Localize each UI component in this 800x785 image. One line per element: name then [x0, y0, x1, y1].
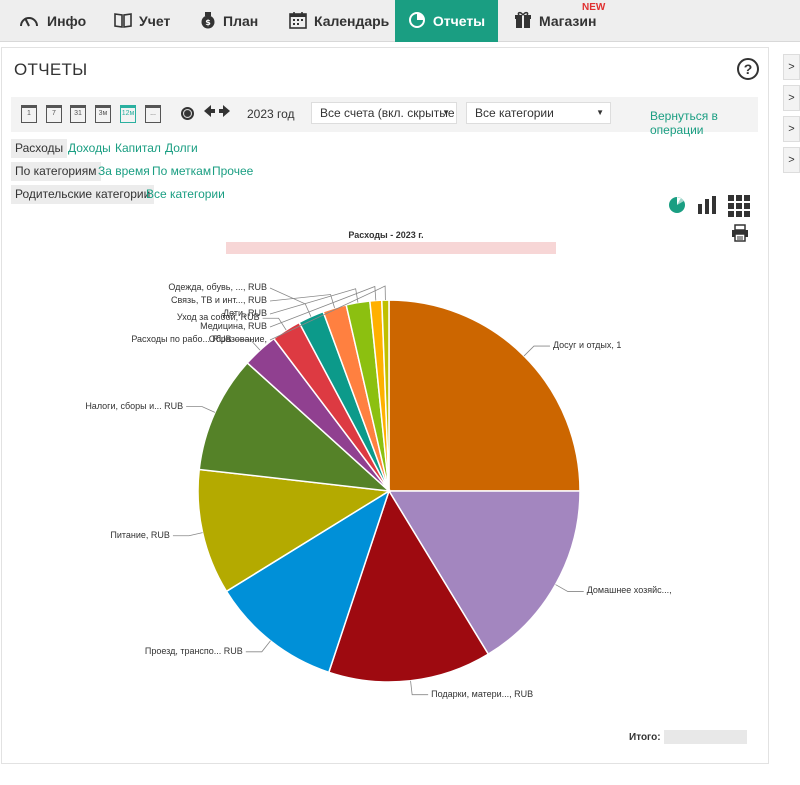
- tab-capital[interactable]: Капитал: [115, 141, 161, 155]
- pie-slice-label: Домашнее хозяйс...,: [586, 585, 672, 596]
- categories-select-value: Все категории: [475, 106, 554, 120]
- tab-debts[interactable]: Долги: [165, 141, 198, 155]
- nav-item-info[interactable]: Инфо: [18, 0, 86, 42]
- chart-pie-icon: [408, 11, 426, 32]
- pie-leader-line: [234, 339, 261, 351]
- calendar-quarter-icon[interactable]: 3м: [95, 105, 111, 123]
- period-arrows-icon[interactable]: [202, 103, 232, 124]
- nav-item-label: План: [223, 13, 259, 29]
- year-label: 2023 год: [247, 107, 295, 121]
- categories-select[interactable]: Все категории ▼: [466, 102, 611, 124]
- pie-leader-line: [269, 285, 377, 328]
- nav-item-calendar[interactable]: Календарь: [289, 0, 389, 42]
- pie-slice-label: Подарки, матери..., RUB: [431, 688, 534, 699]
- top-navigation: Инфо Учет $ План Календарь Отчеты Магази…: [0, 0, 800, 42]
- calendar-month-icon[interactable]: 31: [70, 105, 86, 123]
- pie-leader-line: [410, 680, 429, 696]
- tab-parent-categories[interactable]: Родительские категории: [11, 185, 155, 204]
- pie-slice-label: Расходы по рабо... RUB: [131, 333, 232, 344]
- back-to-operations-link[interactable]: Вернуться в операции: [650, 109, 718, 137]
- page-title: ОТЧЕТЫ: [14, 60, 88, 79]
- pie-chart-type-icon[interactable]: [667, 195, 687, 220]
- right-side-strip: > > > >: [783, 52, 800, 785]
- tab-expenses[interactable]: Расходы: [11, 139, 68, 158]
- total-label: Итого:: [629, 732, 661, 743]
- book-icon: [114, 12, 132, 31]
- tab-by-time[interactable]: За время: [98, 164, 150, 178]
- calendar-icon: [289, 11, 307, 32]
- nav-item-label: Календарь: [314, 13, 390, 29]
- pie-leader-line: [269, 285, 386, 341]
- nav-item-reports[interactable]: Отчеты: [395, 0, 498, 42]
- pie-slice-label: Питание, RUB: [110, 529, 170, 540]
- calendar-day-icon[interactable]: 1: [21, 105, 37, 123]
- redacted-total: [664, 730, 747, 744]
- gift-icon: [514, 11, 532, 32]
- pie-slice[interactable]: [198, 361, 392, 493]
- pie-slice-label: Проезд, транспо... RUB: [144, 645, 243, 656]
- calendar-custom-icon[interactable]: ...: [145, 105, 161, 123]
- tab-income[interactable]: Доходы: [68, 141, 111, 155]
- pie-slice[interactable]: [388, 299, 581, 492]
- pie-leader-line: [186, 406, 216, 413]
- nav-item-label: Магазин: [539, 13, 597, 29]
- pie-leader-line: [555, 584, 584, 592]
- pie-slice-label: Одежда, обувь, ..., RUB: [168, 282, 267, 292]
- pie-leader-line: [269, 294, 335, 309]
- accounts-select[interactable]: Все счета (вкл. скрытые ▼: [311, 102, 457, 124]
- pie-slice-label: Досуг и отдых, 1: [552, 340, 622, 351]
- pie-slice-label: Налоги, сборы и... RUB: [85, 400, 184, 411]
- pie-slice[interactable]: [225, 489, 391, 674]
- expand-button[interactable]: >: [783, 54, 800, 80]
- gauge-icon: [18, 12, 40, 31]
- table-view-icon[interactable]: [728, 195, 750, 222]
- chevron-down-icon: ▼: [442, 108, 450, 117]
- pie-leader-line: [172, 532, 203, 537]
- pie-leader-line: [269, 288, 359, 315]
- pie-slice-label: Связь, ТВ и инт..., RUB: [170, 295, 267, 305]
- accounts-select-value: Все счета (вкл. скрытые: [320, 106, 455, 120]
- nav-item-accounting[interactable]: Учет: [114, 0, 170, 42]
- tab-by-tags[interactable]: По меткам: [152, 164, 212, 178]
- pie-slice-label: Уход за собой, RUB: [176, 312, 260, 323]
- pie-slice-label: Дети, RUB: [223, 308, 267, 318]
- nav-item-plan[interactable]: $ План: [200, 0, 258, 42]
- radio-button[interactable]: [181, 107, 194, 120]
- expand-button[interactable]: >: [783, 85, 800, 111]
- pie-leader-line: [245, 640, 271, 653]
- pie-leader-line: [523, 345, 550, 357]
- tab-all-categories[interactable]: Все категории: [146, 187, 225, 201]
- bar-chart-type-icon[interactable]: [697, 195, 717, 220]
- calendar-year-icon[interactable]: 12м: [120, 105, 136, 123]
- chevron-down-icon: ▼: [596, 108, 604, 117]
- calendar-week-icon[interactable]: 7: [46, 105, 62, 123]
- expand-button[interactable]: >: [783, 147, 800, 173]
- expand-button[interactable]: >: [783, 116, 800, 142]
- chart-title: Расходы - 2023 г.: [348, 230, 424, 240]
- pie-slice-label: Медицина, RUB: [200, 321, 267, 331]
- money-bag-icon: $: [200, 11, 216, 32]
- help-icon[interactable]: ?: [737, 58, 759, 80]
- pie-slice[interactable]: [387, 490, 581, 656]
- tab-by-category[interactable]: По категориям: [11, 162, 101, 181]
- svg-text:$: $: [205, 18, 211, 27]
- pie-chart: [172, 285, 584, 696]
- nav-item-shop[interactable]: Магазин: [514, 0, 596, 42]
- print-icon[interactable]: [731, 224, 749, 242]
- nav-item-label: Учет: [139, 13, 171, 29]
- pie-slice[interactable]: [327, 489, 490, 683]
- pie-leader-line: [262, 317, 287, 331]
- tab-other[interactable]: Прочее: [212, 164, 254, 178]
- pie-slice-label: Образование,: [208, 334, 267, 344]
- redacted-subtitle: [226, 242, 556, 254]
- period-toolbar: 1 7 31 3м 12м ... 2023 год Все счета (вк…: [11, 97, 758, 137]
- pie-slice[interactable]: [381, 299, 390, 492]
- new-badge: NEW: [582, 2, 606, 13]
- nav-item-label: Инфо: [47, 13, 87, 29]
- nav-item-label: Отчеты: [432, 13, 486, 29]
- reports-panel: ОТЧЕТЫ ? 1 7 31 3м 12м ... 2023 год Все …: [1, 47, 769, 764]
